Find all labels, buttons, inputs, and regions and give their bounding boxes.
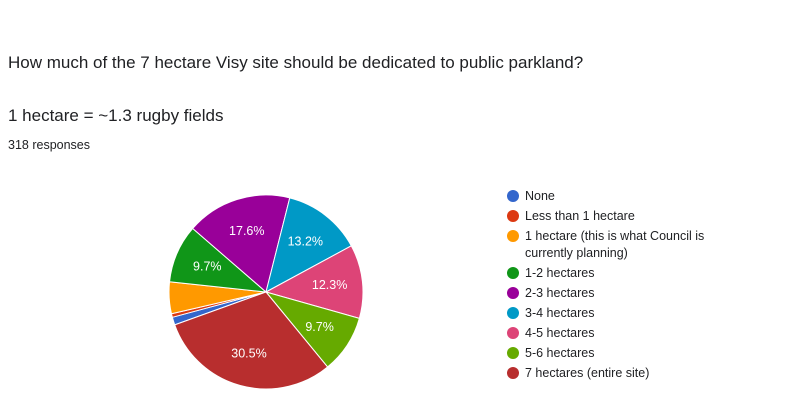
legend-swatch: [507, 230, 519, 242]
pie-chart: 9.7% 17.6% 13.2% 12.3% 9.7% 30.5%: [168, 194, 364, 390]
legend-swatch: [507, 366, 519, 379]
legend-label: 2-3 hectares: [525, 285, 595, 300]
legend-swatch: [507, 346, 519, 359]
response-count: 318 responses: [8, 138, 91, 152]
legend-label: 3-4 hectares: [525, 305, 595, 320]
legend-item: None: [507, 188, 747, 205]
legend-item: 4-5 hectares: [507, 325, 747, 342]
legend-item: 3-4 hectares: [507, 305, 747, 322]
legend-label: 1-2 hectares: [525, 265, 595, 280]
pie-slice-label-6: 13.2%: [288, 234, 323, 248]
legend-item: 1-2 hectares: [507, 265, 747, 282]
legend-label: 5-6 hectares: [525, 345, 595, 360]
legend-item: 7 hectares (entire site): [507, 365, 747, 382]
pie-slice-6: [265, 197, 352, 293]
legend-label: Less than 1 hectare: [525, 209, 635, 223]
chart-legend: None Less than 1 hectare 1 hectare (this i…: [507, 188, 747, 385]
pie-slice-label-5: 17.6%: [229, 224, 264, 238]
legend-swatch: [507, 326, 519, 339]
legend-swatch: [507, 190, 519, 202]
legend-label: 4-5 hectares: [525, 325, 595, 340]
legend-swatch: [507, 210, 519, 222]
legend-item: Less than 1 hectare: [507, 208, 747, 225]
legend-label: 7 hectares (entire site): [525, 365, 650, 380]
legend-swatch: [507, 286, 519, 299]
legend-label: 1 hectare (this is what Council is curre…: [525, 229, 705, 260]
legend-item: 2-3 hectares: [507, 285, 747, 302]
question-subtitle: 1 hectare = ~1.3 rugby fields: [8, 106, 224, 125]
pie-slice-label-9: 30.5%: [231, 347, 266, 361]
pie-slice-5: [191, 194, 291, 293]
pie-slice-7: [264, 245, 364, 319]
legend-swatch: [507, 266, 519, 279]
pie-slice-label-7: 12.3%: [312, 278, 347, 292]
pie-slice-label-4: 9.7%: [193, 259, 222, 273]
legend-label: None: [525, 189, 555, 203]
legend-swatch: [507, 306, 519, 319]
legend-item: 5-6 hectares: [507, 345, 747, 362]
pie-slice-9: [174, 291, 329, 390]
question-title: How much of the 7 hectare Visy site shou…: [8, 53, 584, 72]
pie-slice-label-8: 9.7%: [305, 320, 334, 334]
legend-item: 1 hectare (this is what Council is curre…: [507, 228, 747, 261]
